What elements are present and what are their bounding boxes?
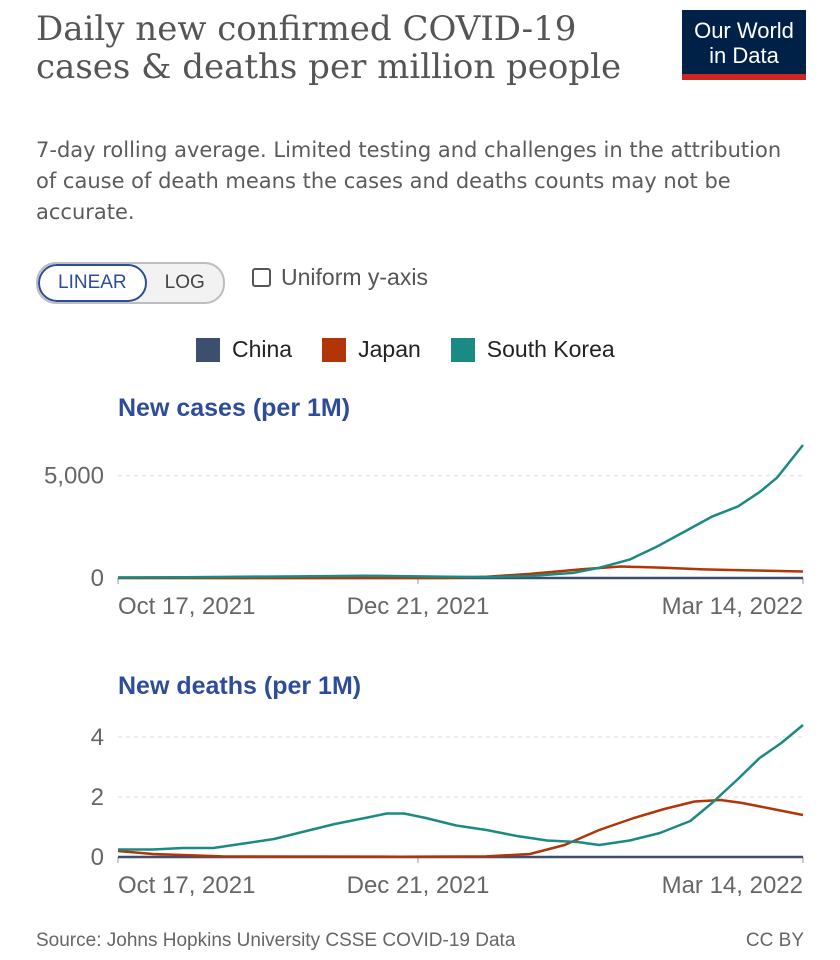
x-tick-label: Oct 17, 2021 xyxy=(118,593,255,620)
legend-swatch-japan xyxy=(322,337,347,362)
series-line-south-korea xyxy=(117,444,804,579)
y-tick-label: 4 xyxy=(91,724,104,751)
x-tick-label: Dec 21, 2021 xyxy=(347,593,490,620)
logo-line-2: in Data xyxy=(709,43,779,68)
legend: China Japan South Korea xyxy=(196,336,645,363)
legend-item-japan[interactable]: Japan xyxy=(322,336,421,363)
checkbox-icon[interactable] xyxy=(252,268,271,287)
y-tick-label: 0 xyxy=(91,565,104,592)
y-tick-label: 2 xyxy=(91,784,104,811)
legend-swatch-china xyxy=(196,337,220,362)
x-tick-label: Mar 14, 2022 xyxy=(662,593,803,620)
legend-label-south-korea: South Korea xyxy=(486,336,615,362)
cases-chart-title: New cases (per 1M) xyxy=(118,394,351,422)
x-tick-label: Dec 21, 2021 xyxy=(347,872,490,899)
uniform-y-axis-label: Uniform y-axis xyxy=(281,264,428,290)
scale-toggle: LINEAR LOG xyxy=(36,262,225,304)
logo-line-1: Our World xyxy=(694,18,794,43)
deaths-chart-title: New deaths (per 1M) xyxy=(118,672,362,700)
x-tick-label: Oct 17, 2021 xyxy=(118,872,255,899)
source-note: Source: Johns Hopkins University CSSE CO… xyxy=(36,930,516,951)
legend-item-south-korea[interactable]: South Korea xyxy=(450,336,615,363)
linear-button[interactable]: LINEAR xyxy=(38,264,147,302)
x-tick-label: Mar 14, 2022 xyxy=(662,872,803,899)
legend-swatch-south-korea xyxy=(450,337,475,362)
legend-label-japan: Japan xyxy=(358,336,421,362)
log-button[interactable]: LOG xyxy=(164,272,205,293)
chart-title: Daily new confirmed COVID-19 cases & dea… xyxy=(36,9,622,87)
owid-logo[interactable]: Our World in Data xyxy=(682,10,806,80)
chart-subtitle: 7-day rolling average. Limited testing a… xyxy=(36,138,782,224)
series-line-japan xyxy=(117,565,804,580)
series-line-south-korea xyxy=(118,724,804,851)
series-line-japan xyxy=(117,798,804,858)
legend-item-china[interactable]: China xyxy=(196,336,292,363)
y-tick-label: 5,000 xyxy=(44,463,104,490)
uniform-y-axis-toggle[interactable]: Uniform y-axis xyxy=(252,264,428,291)
legend-label-china: China xyxy=(232,336,293,362)
license-note[interactable]: CC BY xyxy=(745,930,804,951)
y-tick-label: 0 xyxy=(91,844,104,871)
